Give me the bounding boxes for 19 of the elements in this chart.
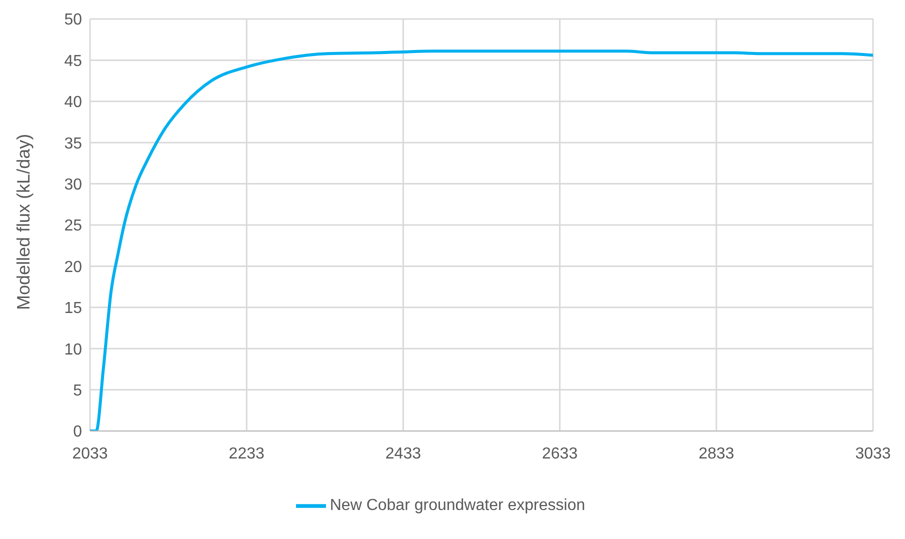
x-tick-label: 2233 bbox=[228, 445, 264, 462]
legend-label: New Cobar groundwater expression bbox=[330, 497, 586, 514]
x-tick-label: 2033 bbox=[72, 445, 108, 462]
y-tick-label: 35 bbox=[64, 135, 82, 152]
x-tick-label: 2633 bbox=[542, 445, 578, 462]
y-tick-label: 50 bbox=[64, 12, 82, 29]
x-tick-label: 2833 bbox=[698, 445, 734, 462]
y-tick-label: 15 bbox=[64, 300, 82, 318]
y-tick-label: 10 bbox=[64, 341, 82, 358]
y-tick-label: 45 bbox=[64, 52, 82, 70]
x-tick-label: 2433 bbox=[385, 445, 422, 462]
y-tick-label: 20 bbox=[64, 258, 82, 276]
y-tick-label: 5 bbox=[73, 382, 82, 400]
x-tick-label: 3033 bbox=[855, 445, 891, 462]
y-tick-label: 25 bbox=[64, 218, 82, 235]
y-tick-label: 40 bbox=[64, 94, 82, 112]
y-tick-label: 0 bbox=[73, 424, 82, 441]
y-tick-label: 30 bbox=[64, 176, 82, 194]
y-axis-title: Modelled flux (kL/day) bbox=[13, 134, 34, 310]
